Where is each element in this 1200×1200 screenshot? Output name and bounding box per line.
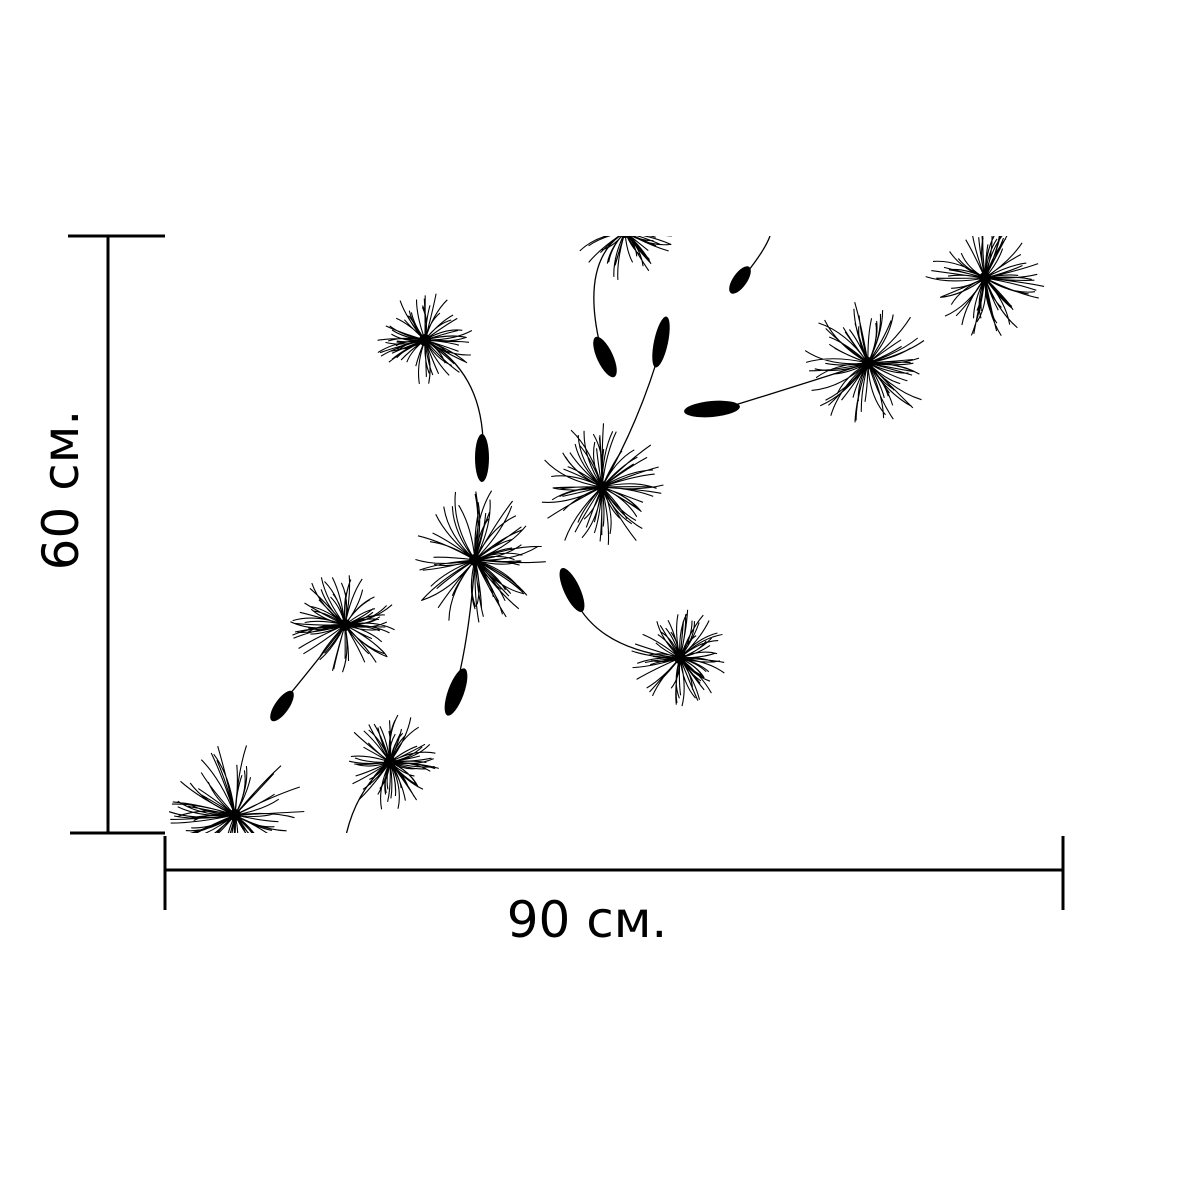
seed-stem [345, 761, 391, 833]
seed-stem [734, 362, 869, 406]
height-label: 60 см. [32, 410, 90, 571]
seed [475, 434, 489, 482]
dandelion-fluff [925, 236, 1045, 337]
seed-stem [593, 236, 621, 346]
dandelion-core [620, 236, 630, 238]
seed-stem [457, 559, 476, 681]
dandelion-fluff [290, 575, 395, 673]
dandelion-fluff [631, 609, 725, 707]
seed [593, 336, 617, 378]
seed [729, 266, 751, 294]
seed-stem [284, 624, 346, 701]
dandelion-fluff [579, 236, 672, 280]
height-dimension: 60 см. [32, 234, 165, 835]
width-label: 90 см. [507, 891, 668, 949]
dandelion-fluff [541, 423, 664, 545]
seed [270, 690, 294, 722]
seed [444, 668, 468, 716]
dandelion-fluff [348, 714, 439, 810]
seed [559, 567, 585, 613]
width-dimension: 90 см. [163, 836, 1065, 949]
dandelion-fluff [415, 490, 546, 623]
dandelion-core [979, 272, 991, 284]
seed [652, 316, 670, 368]
dandelion-artwork [168, 236, 1045, 833]
dandelion-core [229, 809, 241, 821]
seed [684, 400, 740, 418]
seed-stem [424, 339, 484, 441]
dandelion-fluff [804, 302, 925, 423]
dandelion-fluff [168, 745, 305, 833]
